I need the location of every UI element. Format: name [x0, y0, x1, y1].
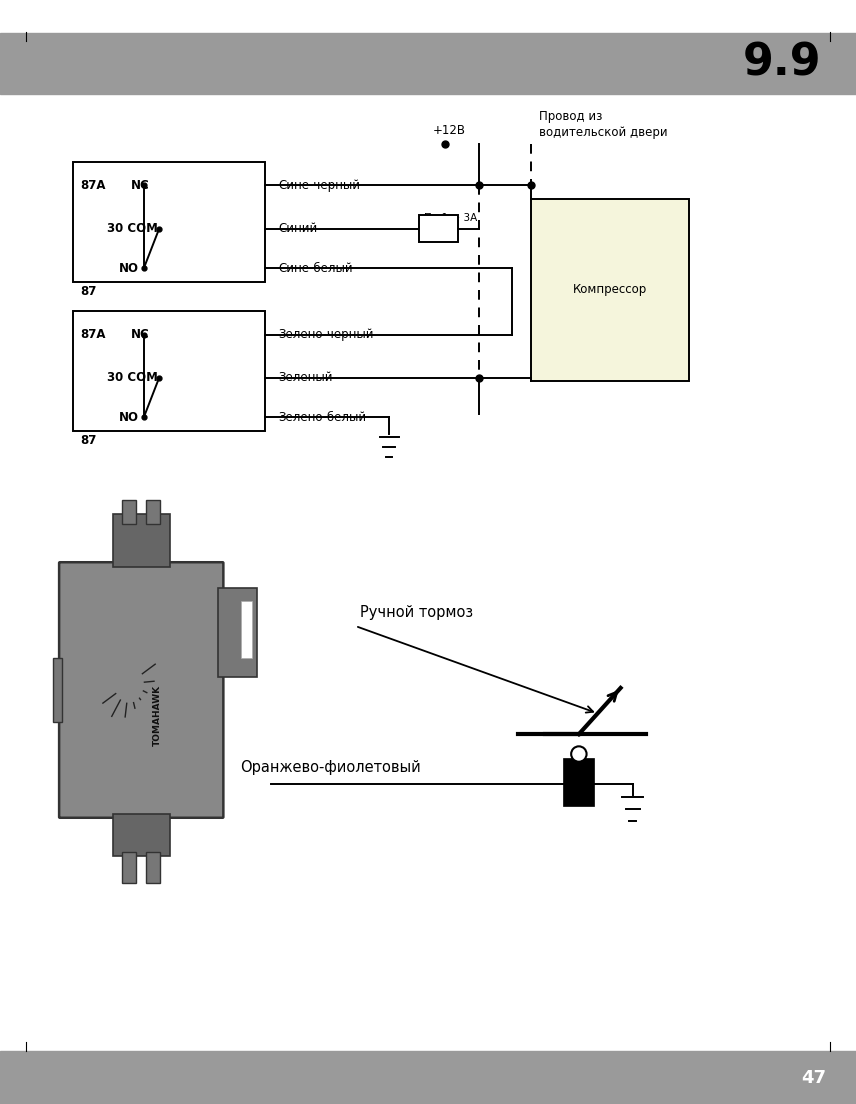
Text: Зелено-черный: Зелено-черный	[278, 328, 374, 341]
Bar	[122, 852, 136, 883]
Text: 87A: 87A	[80, 179, 106, 192]
Text: Провод из
водительской двери: Провод из водительской двери	[539, 109, 668, 139]
Bar	[53, 658, 62, 722]
Bar	[73, 311, 265, 431]
Text: 87A: 87A	[80, 328, 106, 341]
Bar	[218, 588, 257, 677]
Text: NO: NO	[119, 411, 139, 424]
Text: 9.9: 9.9	[743, 42, 822, 85]
Text: 30 COM: 30 COM	[108, 222, 158, 235]
Bar	[0, 33, 856, 94]
Text: 87: 87	[80, 285, 97, 298]
Text: Зеленый: Зеленый	[278, 371, 333, 384]
Bar	[113, 814, 169, 856]
Bar	[563, 758, 594, 806]
Bar	[241, 601, 252, 658]
Text: 87: 87	[80, 434, 97, 447]
Bar	[146, 500, 160, 524]
Text: Ручной тормоз: Ручной тормоз	[360, 605, 473, 620]
Text: TOMAHAWK: TOMAHAWK	[153, 684, 162, 746]
Bar	[73, 162, 265, 282]
Text: Оранжево-фиолетовый: Оранжево-фиолетовый	[240, 760, 420, 775]
Bar	[122, 500, 136, 524]
Text: NC: NC	[131, 328, 149, 341]
Text: Сине-черный: Сине-черный	[278, 179, 360, 192]
Text: Компрессор: Компрессор	[573, 284, 647, 296]
Circle shape	[571, 746, 586, 762]
Text: Зелено-белый: Зелено-белый	[278, 411, 366, 424]
Bar	[0, 1051, 856, 1104]
Text: Сине-белый: Сине-белый	[278, 262, 353, 275]
Text: Пр 1 ÷ 3А: Пр 1 ÷ 3А	[424, 213, 477, 223]
Bar	[531, 199, 689, 381]
FancyBboxPatch shape	[59, 562, 223, 818]
Text: +12В: +12В	[432, 124, 466, 137]
Text: NC: NC	[131, 179, 149, 192]
Text: Синий: Синий	[278, 222, 318, 235]
Bar	[146, 852, 160, 883]
Text: 30 COM: 30 COM	[108, 371, 158, 384]
Text: NO: NO	[119, 262, 139, 275]
Text: 47: 47	[801, 1069, 826, 1086]
Bar	[419, 215, 458, 242]
Bar	[113, 514, 169, 567]
